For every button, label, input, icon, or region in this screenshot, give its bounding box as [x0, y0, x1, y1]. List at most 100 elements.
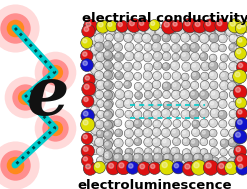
Circle shape — [218, 99, 227, 108]
Circle shape — [220, 54, 228, 62]
Circle shape — [136, 53, 139, 57]
Circle shape — [116, 34, 119, 37]
Circle shape — [209, 100, 218, 109]
Circle shape — [153, 120, 161, 128]
Circle shape — [192, 64, 196, 67]
Circle shape — [173, 22, 177, 26]
Circle shape — [162, 19, 176, 34]
Circle shape — [219, 163, 224, 168]
Circle shape — [90, 146, 100, 154]
Circle shape — [230, 53, 234, 57]
Circle shape — [105, 52, 108, 55]
Circle shape — [194, 163, 199, 168]
Circle shape — [116, 149, 119, 152]
Circle shape — [136, 93, 139, 96]
Circle shape — [173, 157, 181, 166]
Circle shape — [96, 163, 100, 167]
Circle shape — [135, 63, 138, 66]
Circle shape — [105, 157, 115, 167]
Circle shape — [203, 160, 219, 175]
Point — [13, 163, 17, 167]
Circle shape — [83, 135, 87, 139]
Circle shape — [107, 159, 110, 162]
Circle shape — [129, 164, 133, 168]
Circle shape — [201, 139, 204, 142]
Circle shape — [201, 101, 204, 104]
Circle shape — [182, 138, 190, 146]
Circle shape — [181, 44, 191, 53]
Circle shape — [210, 90, 220, 100]
Circle shape — [123, 156, 133, 166]
Circle shape — [105, 42, 108, 45]
Circle shape — [96, 130, 104, 138]
Circle shape — [189, 109, 199, 119]
Circle shape — [233, 95, 243, 105]
Circle shape — [92, 87, 95, 90]
Circle shape — [170, 61, 180, 70]
Circle shape — [208, 71, 218, 80]
Circle shape — [171, 109, 180, 117]
Circle shape — [171, 101, 179, 109]
Circle shape — [222, 140, 225, 143]
Circle shape — [117, 91, 120, 94]
Circle shape — [136, 84, 139, 87]
Circle shape — [230, 36, 233, 39]
Circle shape — [163, 72, 171, 80]
Circle shape — [200, 53, 208, 61]
Circle shape — [83, 157, 87, 161]
Circle shape — [135, 35, 139, 38]
Circle shape — [115, 155, 118, 158]
Circle shape — [180, 89, 190, 99]
Circle shape — [221, 73, 225, 76]
Circle shape — [172, 138, 181, 146]
Circle shape — [105, 122, 108, 125]
Circle shape — [104, 108, 114, 118]
Circle shape — [173, 45, 176, 48]
Circle shape — [217, 21, 222, 26]
Circle shape — [97, 100, 104, 107]
Circle shape — [96, 80, 106, 90]
Circle shape — [126, 112, 129, 114]
Circle shape — [170, 147, 180, 156]
Circle shape — [185, 155, 188, 158]
Circle shape — [173, 92, 176, 95]
Circle shape — [103, 130, 112, 139]
Circle shape — [81, 118, 95, 132]
Circle shape — [98, 54, 101, 57]
Circle shape — [222, 55, 224, 58]
Circle shape — [146, 149, 148, 152]
Circle shape — [219, 44, 226, 52]
Circle shape — [152, 34, 161, 43]
Circle shape — [84, 84, 89, 89]
Circle shape — [109, 163, 114, 168]
Circle shape — [190, 90, 199, 99]
Circle shape — [162, 162, 167, 168]
Circle shape — [126, 53, 129, 56]
Circle shape — [134, 138, 142, 146]
Circle shape — [103, 91, 112, 99]
Circle shape — [127, 122, 130, 125]
Circle shape — [162, 33, 171, 42]
Circle shape — [174, 139, 177, 142]
Circle shape — [211, 131, 213, 133]
Circle shape — [204, 19, 217, 32]
Circle shape — [83, 52, 87, 56]
Circle shape — [151, 22, 155, 26]
Circle shape — [103, 60, 112, 70]
Circle shape — [104, 128, 114, 137]
Circle shape — [106, 101, 109, 104]
Circle shape — [235, 67, 238, 70]
Circle shape — [165, 28, 174, 36]
Circle shape — [235, 72, 240, 77]
Circle shape — [125, 73, 129, 77]
Circle shape — [82, 82, 96, 96]
Circle shape — [106, 110, 109, 114]
Circle shape — [235, 127, 238, 130]
Circle shape — [157, 29, 160, 32]
Circle shape — [181, 129, 190, 138]
Circle shape — [105, 155, 108, 158]
Circle shape — [125, 64, 128, 67]
Circle shape — [221, 93, 224, 96]
Circle shape — [96, 44, 99, 47]
Circle shape — [143, 153, 153, 163]
